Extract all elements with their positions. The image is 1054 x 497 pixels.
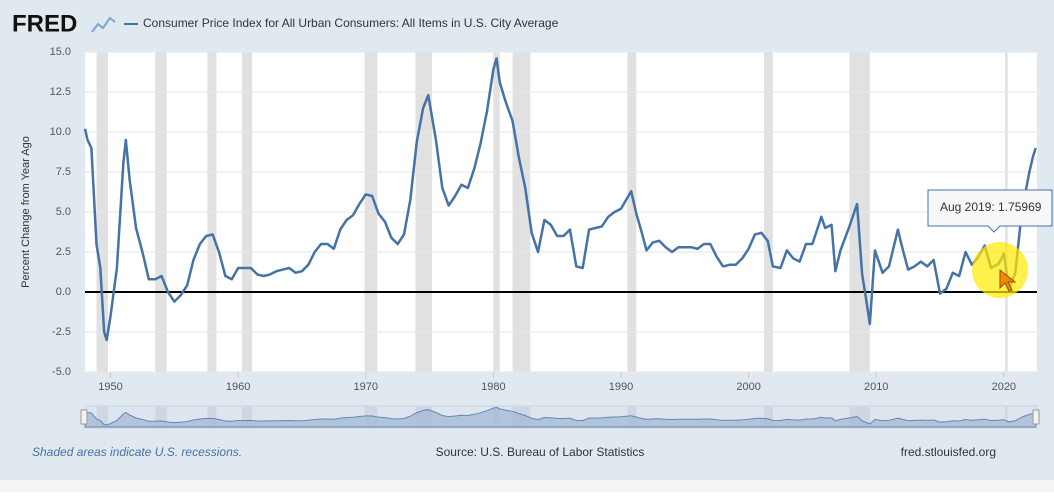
x-tick-label: 1970 — [354, 381, 378, 393]
navigator-recession — [155, 407, 167, 427]
navigator-recession — [207, 407, 217, 427]
x-tick-label: 2010 — [864, 381, 888, 393]
y-tick-label: 5.0 — [56, 206, 71, 218]
y-axis-label: Percent Change from Year Ago — [20, 136, 32, 288]
grid: -5.0 -2.5 0.0 2.5 5.0 7.5 10.0 12.5 15.0 1950 1960… — [50, 46, 1037, 393]
y-tick-label: -5.0 — [52, 366, 71, 378]
bottom-strip — [0, 480, 1054, 492]
navigator-recession — [1005, 407, 1008, 427]
y-tick-label: -2.5 — [52, 326, 71, 338]
y-tick-label: 15.0 — [50, 46, 71, 58]
plot — [83, 57, 1037, 342]
navigator-recession — [763, 407, 773, 427]
navigator-series — [84, 406, 1037, 428]
y-tick-label: 10.0 — [50, 126, 71, 138]
navigator-area — [84, 406, 1037, 428]
recession-note: Shaded areas indicate U.S. recessions. — [32, 445, 242, 459]
site-link[interactable]: fred.stlouisfed.org — [901, 445, 996, 459]
x-tick-label: 1950 — [98, 381, 122, 393]
y-tick-label: 7.5 — [56, 166, 71, 178]
logo-icon — [91, 16, 116, 33]
x-tick-label: 2000 — [736, 381, 760, 393]
line — [83, 57, 1037, 342]
navigator-handle[interactable] — [1032, 409, 1040, 425]
x-tick-label: 2020 — [992, 381, 1016, 393]
y-tick-label: 0.0 — [56, 286, 71, 298]
source: Source: U.S. Bureau of Labor Statistics — [436, 445, 645, 459]
x-tick-label: 1980 — [481, 381, 505, 393]
y-tick-label: 2.5 — [56, 246, 71, 258]
legend-label: Consumer Price Index for All Urban Consu… — [143, 16, 559, 30]
navigator-recession — [96, 407, 108, 427]
x-tick-label: 1990 — [609, 381, 633, 393]
cursor — [999, 268, 1017, 292]
y-tick-label: 12.5 — [50, 86, 71, 98]
navigator-recession — [241, 407, 253, 427]
x-tick-label: 1960 — [226, 381, 250, 393]
logo: FRED — [12, 10, 77, 37]
tooltip-text: Aug 2019: 1.75969 — [940, 200, 1042, 214]
tooltip: Aug 2019: 1.75969 — [927, 189, 1053, 233]
tooltip-box — [927, 189, 1053, 233]
navigator-handle[interactable] — [80, 409, 88, 425]
